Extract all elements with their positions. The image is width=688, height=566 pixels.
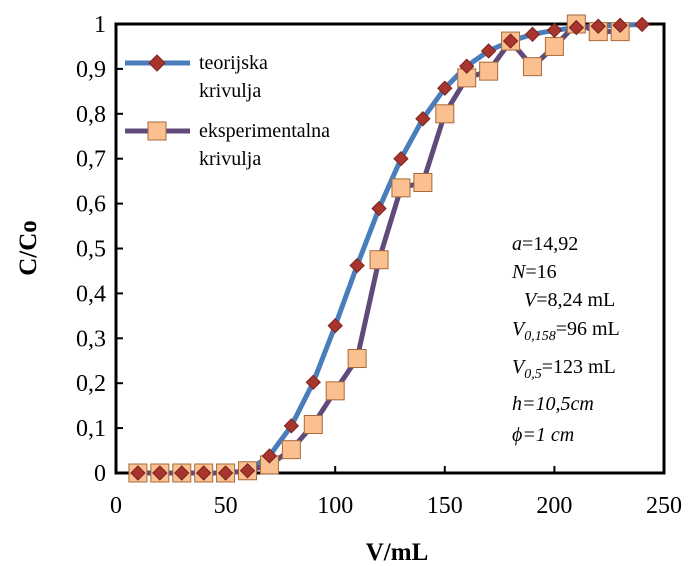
annotation-v0158: V0,158=96 mL — [512, 318, 620, 344]
data-point-theoretical — [612, 17, 628, 34]
y-tick-label: 0,7 — [76, 147, 106, 173]
data-point-theoretical — [415, 111, 431, 127]
data-point-theoretical — [393, 150, 409, 167]
series-layer — [128, 14, 650, 483]
annotation-block: a=14,92 N=16 V=8,24 mL V0,158=96 mL V0,5… — [511, 233, 620, 446]
x-axis-title: V/mL — [366, 539, 429, 566]
data-point-theoretical — [283, 418, 300, 434]
legend-entry-theoretical: teorijska krivulja — [125, 52, 268, 102]
y-tick-label: 0,8 — [76, 102, 106, 128]
data-point-experimental — [325, 381, 345, 401]
x-tick-label: 50 — [214, 493, 238, 519]
data-point-theoretical — [590, 18, 606, 34]
data-point-theoretical — [261, 448, 278, 464]
axes: 0 0,1 0,2 0,3 0,4 0,5 0,6 0,7 0,8 0,9 1 0 50 100 150 20… — [76, 12, 682, 519]
data-point-experimental — [479, 61, 499, 81]
data-point-experimental — [544, 36, 564, 56]
data-point-experimental — [347, 349, 367, 369]
y-tick-label: 0,3 — [76, 326, 106, 352]
data-point-theoretical — [502, 33, 519, 49]
legend: teorijska krivulja eksperimentalna krivu… — [125, 52, 330, 170]
y-tick-label: 0,4 — [76, 281, 106, 307]
data-point-experimental — [413, 172, 433, 192]
y-tick-label: 0,5 — [76, 237, 106, 263]
annotation-v05: V0,5=123 mL — [512, 356, 616, 382]
data-point-experimental — [391, 178, 411, 198]
y-tick-label: 0,6 — [76, 192, 106, 218]
data-point-experimental — [281, 440, 301, 460]
series-markers — [128, 14, 650, 483]
legend-label-experimental-line2: krivulja — [199, 148, 261, 170]
x-tick-label: 250 — [646, 493, 682, 519]
legend-label-experimental-line1: eksperimentalna — [199, 120, 330, 142]
data-point-theoretical — [195, 465, 212, 481]
data-point-theoretical — [634, 16, 650, 33]
x-tick-label: 0 — [110, 493, 122, 519]
x-tick-label: 150 — [427, 493, 463, 519]
data-point-experimental — [435, 104, 455, 124]
legend-label-theoretical-line1: teorijska — [199, 52, 268, 74]
x-tick-label: 200 — [536, 493, 572, 519]
y-tick-label: 0,9 — [76, 57, 106, 83]
data-point-theoretical — [459, 58, 475, 74]
annotation-v: V=8,24 mL — [524, 289, 615, 311]
y-tick-label: 0,2 — [76, 371, 106, 397]
data-point-theoretical — [480, 43, 497, 59]
legend-label-theoretical-line2: krivulja — [199, 80, 261, 102]
data-point-experimental — [369, 250, 389, 270]
y-tick-label: 1 — [94, 12, 106, 38]
data-point-theoretical — [568, 19, 585, 36]
legend-marker-theoretical — [148, 54, 166, 72]
legend-entry-experimental: eksperimentalna krivulja — [125, 120, 330, 170]
data-point-theoretical — [437, 80, 453, 96]
data-point-experimental — [303, 415, 323, 435]
annotation-a: a=14,92 — [512, 233, 578, 255]
data-point-theoretical — [217, 465, 234, 481]
data-point-theoretical — [546, 22, 563, 38]
annotation-n: N=16 — [511, 261, 557, 283]
data-point-theoretical — [174, 465, 190, 481]
data-point-theoretical — [371, 200, 387, 217]
data-point-theoretical — [152, 465, 168, 481]
data-point-theoretical — [349, 257, 365, 274]
y-axis-title: C/Co — [15, 220, 42, 276]
data-point-theoretical — [239, 463, 256, 479]
y-tick-label: 0 — [94, 461, 106, 487]
legend-marker-experimental — [147, 121, 167, 141]
annotation-phi: ϕ=1 cm — [512, 424, 574, 446]
x-tick-label: 100 — [317, 493, 353, 519]
data-point-theoretical — [305, 374, 321, 391]
data-point-theoretical — [327, 318, 343, 334]
annotation-h: h=10,5cm — [512, 393, 594, 415]
data-point-theoretical — [524, 26, 541, 43]
data-point-experimental — [522, 57, 542, 77]
y-tick-label: 0,1 — [76, 416, 106, 442]
data-point-theoretical — [130, 465, 146, 481]
